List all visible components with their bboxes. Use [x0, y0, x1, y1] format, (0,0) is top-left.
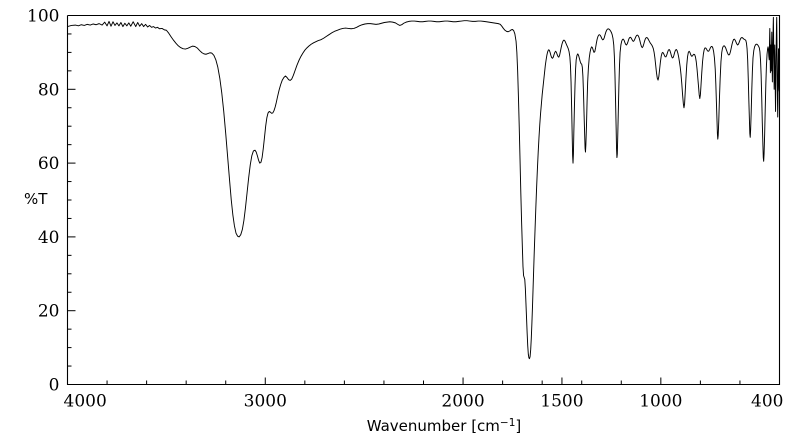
x-tick-label: 1500: [540, 392, 583, 412]
y-axis-tick-labels: 0 20 40 60 80 100: [27, 7, 59, 396]
x-axis-tick-labels: 4000 3000 2000 1500 1000 400: [64, 392, 784, 412]
y-tick-label: 0: [49, 376, 60, 396]
y-axis-ticks: [67, 15, 76, 385]
y-tick-label: 60: [38, 154, 60, 174]
x-tick-label: 4000: [64, 392, 107, 412]
x-axis-title: Wavenumber [cm−1]: [367, 417, 522, 435]
y-tick-label: 20: [38, 302, 60, 322]
y-axis-title: %T: [24, 190, 48, 208]
x-tick-label: 3000: [244, 392, 287, 412]
x-tick-label: 1000: [639, 392, 682, 412]
x-axis-title-base: Wavenumber [cm: [367, 417, 500, 435]
x-tick-label: 2000: [441, 392, 484, 412]
x-axis-title-superscript: −1: [500, 417, 515, 429]
y-tick-label: 40: [38, 228, 60, 248]
x-axis-ticks: [67, 377, 780, 385]
y-tick-label: 80: [38, 80, 60, 100]
x-axis-title-tail: ]: [515, 417, 521, 435]
y-tick-label: 100: [27, 7, 59, 27]
x-tick-label: 400: [751, 392, 783, 412]
transmittance-trace: [67, 16, 780, 360]
